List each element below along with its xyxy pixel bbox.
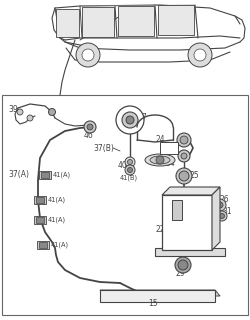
Polygon shape xyxy=(100,290,220,296)
Circle shape xyxy=(181,153,187,159)
Bar xyxy=(100,290,215,302)
Circle shape xyxy=(217,202,223,208)
Text: 37(B): 37(B) xyxy=(93,143,114,153)
Polygon shape xyxy=(162,187,220,195)
Ellipse shape xyxy=(145,154,175,166)
Circle shape xyxy=(178,150,190,162)
Circle shape xyxy=(179,171,189,181)
Circle shape xyxy=(128,167,132,172)
Circle shape xyxy=(126,116,134,124)
Text: 15: 15 xyxy=(148,300,158,308)
Circle shape xyxy=(194,49,206,61)
Text: 54: 54 xyxy=(165,158,175,167)
Bar xyxy=(2,95,248,315)
Circle shape xyxy=(87,124,93,130)
Bar xyxy=(41,172,49,178)
Circle shape xyxy=(214,199,226,211)
Bar xyxy=(36,217,44,223)
Circle shape xyxy=(156,156,164,164)
Polygon shape xyxy=(212,187,220,250)
Text: 22: 22 xyxy=(155,226,164,235)
Text: 37(A): 37(A) xyxy=(8,171,29,180)
Text: 40: 40 xyxy=(118,162,128,171)
Circle shape xyxy=(177,133,191,147)
Circle shape xyxy=(188,43,212,67)
Bar xyxy=(34,196,46,204)
Circle shape xyxy=(48,108,56,116)
Circle shape xyxy=(76,43,100,67)
Circle shape xyxy=(122,112,138,128)
Bar xyxy=(39,242,47,248)
Circle shape xyxy=(220,213,224,219)
Circle shape xyxy=(175,257,191,273)
Bar xyxy=(39,171,51,179)
Text: 31: 31 xyxy=(222,206,232,215)
Bar xyxy=(56,9,79,37)
Circle shape xyxy=(178,260,188,270)
Bar xyxy=(162,195,212,250)
Text: 41(A): 41(A) xyxy=(48,197,66,203)
Text: 41(B): 41(B) xyxy=(120,175,138,181)
Circle shape xyxy=(180,136,188,144)
Text: 41(A): 41(A) xyxy=(48,217,66,223)
Circle shape xyxy=(125,165,135,175)
Text: 24: 24 xyxy=(155,135,164,145)
Circle shape xyxy=(125,157,135,167)
Text: 39: 39 xyxy=(8,106,18,115)
Circle shape xyxy=(116,106,144,134)
Text: 41(A): 41(A) xyxy=(51,242,69,248)
Bar xyxy=(158,5,194,35)
Text: 87: 87 xyxy=(123,7,132,17)
Bar xyxy=(155,248,225,256)
Bar xyxy=(160,142,178,154)
Bar xyxy=(82,7,114,37)
Circle shape xyxy=(27,115,33,121)
Ellipse shape xyxy=(150,156,170,164)
Bar xyxy=(36,197,44,203)
Text: 26: 26 xyxy=(220,196,230,204)
Circle shape xyxy=(217,211,227,221)
Text: 57: 57 xyxy=(137,114,147,123)
Circle shape xyxy=(176,168,192,184)
Circle shape xyxy=(17,109,23,115)
Text: 25: 25 xyxy=(190,172,200,180)
Circle shape xyxy=(84,121,96,133)
Circle shape xyxy=(82,49,94,61)
Text: 41(A): 41(A) xyxy=(53,172,71,178)
Text: 46: 46 xyxy=(84,131,94,140)
Text: 29: 29 xyxy=(175,269,184,278)
Bar xyxy=(118,6,154,36)
Circle shape xyxy=(128,159,132,164)
Bar xyxy=(34,216,46,224)
Bar xyxy=(37,241,49,249)
Bar xyxy=(172,200,182,220)
